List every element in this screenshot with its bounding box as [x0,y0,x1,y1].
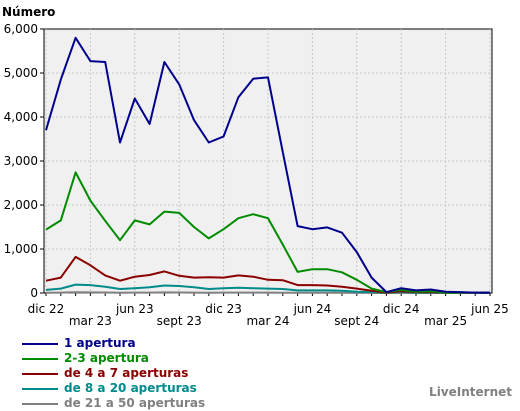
x-tick-label: sept 24 [334,314,379,328]
x-tick-label: jun 24 [293,302,332,316]
legend-label: de 4 a 7 aperturas [64,366,189,380]
x-tick-label: mar 23 [69,314,112,328]
legend-label: 2-3 apertura [64,351,149,365]
y-tick-label: 0 [30,286,38,300]
brand-label: LiveInternet [429,385,512,399]
y-tick-label: 3,000 [4,154,38,168]
y-tick-label: 2,000 [4,198,38,212]
x-tick-label: dic 23 [205,302,242,316]
legend-swatch [22,358,58,360]
series-line [45,171,490,294]
y-tick-label: 4,000 [4,110,38,124]
y-tick-label: 6,000 [4,22,38,36]
x-tick-label: jun 23 [115,302,154,316]
y-axis-title: Número [2,5,55,19]
series-line [45,36,490,294]
y-tick-label: 5,000 [4,66,38,80]
y-axis: 0 1,000 2,000 3,000 4,000 5,000 6,000 [4,22,44,300]
series-lines [45,36,490,294]
y-tick-label: 1,000 [4,242,38,256]
legend-label: 1 apertura [64,336,136,350]
chart: Número 0 1,000 2,000 3,000 4,000 5,000 6,000 d… [2,5,509,328]
legend-label: de 8 a 20 aperturas [64,381,197,395]
legend-swatch [22,388,58,390]
legend-swatch [22,403,58,405]
grid [44,29,492,293]
x-tick-label: dic 24 [383,302,420,316]
legend-swatch [22,373,58,375]
x-tick-label: dic 22 [28,302,65,316]
legend-label: de 21 a 50 aperturas [64,396,206,410]
legend-swatch [22,343,58,345]
x-tick-label: mar 25 [424,314,467,328]
x-tick-label: mar 24 [246,314,289,328]
x-tick-label: sept 23 [157,314,202,328]
x-tick-label: jun 25 [470,302,509,316]
